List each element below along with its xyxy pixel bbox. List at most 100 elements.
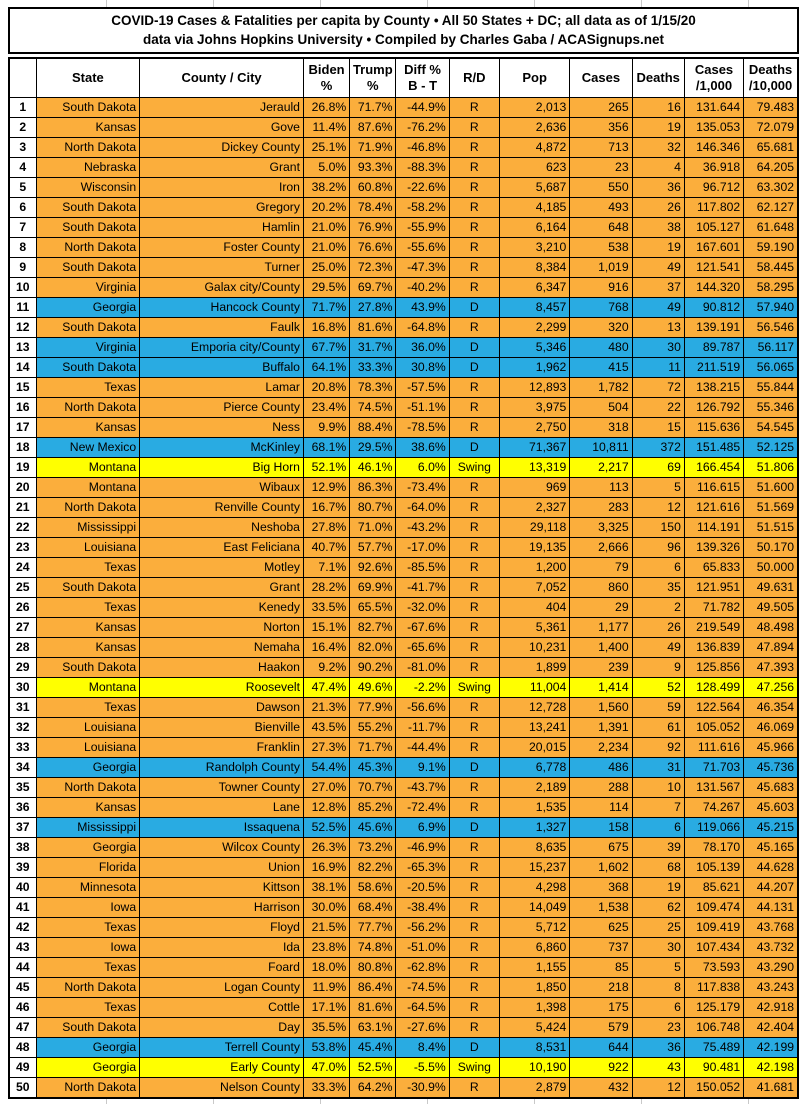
cell-deaths-per-10000: 45.165 (743, 837, 799, 858)
col-header-state: State (35, 57, 141, 98)
cell-county: Grant (139, 157, 304, 178)
cell-county: Towner County (139, 777, 304, 798)
cell-trump: 85.2% (349, 797, 397, 818)
cell-party: D (448, 357, 500, 378)
cell-deaths-per-10000: 62.127 (743, 197, 799, 218)
cell-cases: 922 (569, 1057, 633, 1078)
cell-county: Foard (139, 957, 304, 978)
cell-rank: 37 (8, 817, 37, 838)
cell-pop: 5,687 (498, 177, 571, 198)
col-header-county: County / City (139, 57, 304, 98)
cell-cases: 860 (569, 577, 633, 598)
table-row: 7 South Dakota Hamlin 21.0% 76.9% -55.9% R 6,16… (8, 217, 799, 238)
cell-state: Louisiana (35, 537, 141, 558)
cell-diff: -65.3% (395, 857, 450, 878)
cell-cases: 283 (569, 497, 633, 518)
cell-deaths-per-10000: 49.631 (743, 577, 799, 598)
cell-party: R (448, 957, 500, 978)
cell-state: South Dakota (35, 1017, 141, 1038)
cell-party: R (448, 497, 500, 518)
cell-county: Ness (139, 417, 304, 438)
cell-county: Union (139, 857, 304, 878)
col-header-pop: Pop (498, 57, 571, 98)
cell-county: Day (139, 1017, 304, 1038)
cell-deaths: 69 (631, 457, 685, 478)
cell-deaths: 52 (631, 677, 685, 698)
cell-diff: -47.3% (395, 257, 450, 278)
cell-party: R (448, 897, 500, 918)
cell-cases: 158 (569, 817, 633, 838)
cell-diff: -40.2% (395, 277, 450, 298)
cell-pop: 2,327 (498, 497, 571, 518)
cell-state: Virginia (35, 277, 141, 298)
cell-rank: 9 (8, 257, 37, 278)
cell-rank: 7 (8, 217, 37, 238)
cell-rank: 10 (8, 277, 37, 298)
cell-cases-per-1000: 78.170 (683, 837, 745, 858)
cell-deaths: 96 (631, 537, 685, 558)
cell-state: South Dakota (35, 257, 141, 278)
cell-state: Kansas (35, 117, 141, 138)
cell-deaths: 15 (631, 417, 685, 438)
cell-rank: 12 (8, 317, 37, 338)
cell-deaths-per-10000: 47.256 (743, 677, 799, 698)
cell-cases: 318 (569, 417, 633, 438)
cell-trump: 82.7% (349, 617, 397, 638)
cell-cases-per-1000: 128.499 (683, 677, 745, 698)
cell-pop: 5,361 (498, 617, 571, 638)
cell-diff: -55.6% (395, 237, 450, 258)
cell-party: R (448, 737, 500, 758)
cell-state: Georgia (35, 837, 141, 858)
cell-county: Bienville (139, 717, 304, 738)
cell-deaths-per-10000: 43.243 (743, 977, 799, 998)
cell-rank: 31 (8, 697, 37, 718)
cell-county: Galax city/County (139, 277, 304, 298)
cell-diff: -41.7% (395, 577, 450, 598)
cell-trump: 72.3% (349, 257, 397, 278)
cell-deaths: 2 (631, 597, 685, 618)
cell-state: North Dakota (35, 497, 141, 518)
cell-diff: -20.5% (395, 877, 450, 898)
cell-deaths: 22 (631, 397, 685, 418)
cell-cases-per-1000: 139.326 (683, 537, 745, 558)
cell-deaths: 30 (631, 337, 685, 358)
cell-deaths: 12 (631, 497, 685, 518)
cell-state: South Dakota (35, 197, 141, 218)
cell-deaths-per-10000: 41.681 (743, 1077, 799, 1099)
cell-pop: 2,750 (498, 417, 571, 438)
cell-cases: 2,234 (569, 737, 633, 758)
cell-cases-per-1000: 111.616 (683, 737, 745, 758)
cell-rank: 26 (8, 597, 37, 618)
cell-rank: 14 (8, 357, 37, 378)
cell-trump: 27.8% (349, 297, 397, 318)
cell-cases-per-1000: 135.053 (683, 117, 745, 138)
cell-biden: 28.2% (302, 577, 351, 598)
table-row: 18 New Mexico McKinley 68.1% 29.5% 38.6% D 71,3… (8, 437, 799, 458)
cell-party: D (448, 337, 500, 358)
cell-diff: -27.6% (395, 1017, 450, 1038)
cell-county: Kittson (139, 877, 304, 898)
cell-biden: 47.4% (302, 677, 351, 698)
cell-trump: 45.3% (349, 757, 397, 778)
cell-state: Texas (35, 957, 141, 978)
cell-county: Ida (139, 937, 304, 958)
cell-pop: 29,118 (498, 517, 571, 538)
cell-biden: 26.3% (302, 837, 351, 858)
cell-cases: 1,414 (569, 677, 633, 698)
table-row: 1 South Dakota Jerauld 26.8% 71.7% -44.9% R 2,0… (8, 97, 799, 118)
cell-rank: 2 (8, 117, 37, 138)
cell-cases: 768 (569, 297, 633, 318)
cell-biden: 21.3% (302, 697, 351, 718)
cell-cases-per-1000: 90.481 (683, 1057, 745, 1078)
cell-pop: 12,728 (498, 697, 571, 718)
col-header-deaths: Deaths (631, 57, 685, 98)
cell-county: Gregory (139, 197, 304, 218)
cell-diff: -64.8% (395, 317, 450, 338)
cell-county: Buffalo (139, 357, 304, 378)
cell-pop: 7,052 (498, 577, 571, 598)
cell-cases-per-1000: 114.191 (683, 517, 745, 538)
cell-party: D (448, 817, 500, 838)
cell-deaths-per-10000: 58.445 (743, 257, 799, 278)
table-header: State County / City Biden % Trump % Diff… (8, 57, 799, 98)
cell-pop: 1,398 (498, 997, 571, 1018)
